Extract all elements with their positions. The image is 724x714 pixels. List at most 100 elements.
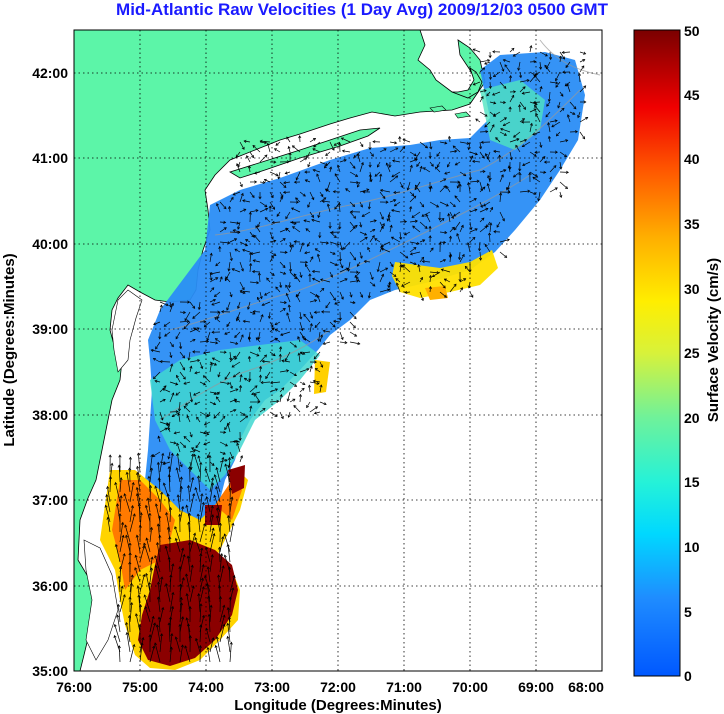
velocity-arrow-head — [189, 365, 193, 369]
velocity-arrow-head — [188, 541, 192, 545]
velocity-arrow-head — [243, 139, 247, 143]
velocity-arrow-head — [332, 324, 336, 328]
velocity-arrow — [219, 547, 221, 563]
velocity-arrow — [299, 191, 306, 197]
velocity-arrow-head — [417, 264, 421, 268]
velocity-arrow — [186, 593, 191, 613]
velocity-arrow — [312, 148, 321, 153]
velocity-arrow-head — [324, 188, 328, 192]
velocity-arrow-head — [463, 278, 467, 282]
velocity-arrow-head — [312, 148, 316, 152]
velocity-arrow — [136, 472, 141, 493]
velocity-arrow — [189, 461, 192, 470]
velocity-arrow-head — [399, 236, 403, 240]
velocity-arrow-head — [125, 621, 129, 626]
velocity-arrow — [129, 482, 134, 503]
velocity-arrow-head — [386, 218, 390, 222]
velocity-arrow-head — [554, 119, 558, 123]
velocity-arrow-head — [522, 163, 526, 166]
velocity-arrow-head — [333, 235, 337, 239]
velocity-arrow — [469, 151, 478, 155]
velocity-arrow-head — [288, 269, 293, 273]
velocity-arrow-head — [307, 384, 312, 388]
velocity-arrow — [269, 400, 279, 403]
velocity-arrow-head — [226, 307, 230, 311]
velocity-arrow — [224, 554, 231, 573]
velocity-arrow — [249, 231, 254, 238]
velocity-arrow-head — [106, 516, 110, 520]
velocity-arrow-head — [274, 328, 278, 332]
velocity-arrow-head — [274, 322, 278, 326]
velocity-arrow-head — [332, 190, 336, 194]
velocity-arrow — [484, 121, 491, 128]
velocity-arrow-head — [177, 408, 182, 412]
velocity-arrow — [199, 553, 202, 573]
velocity-arrow-head — [562, 56, 565, 60]
velocity-arrow-head — [252, 310, 256, 314]
velocity-arrow — [205, 628, 211, 643]
velocity-arrow-head — [502, 58, 506, 62]
velocity-arrow — [215, 338, 221, 343]
velocity-arrow — [306, 401, 311, 408]
velocity-arrow-head — [242, 319, 246, 323]
velocity-arrow-head — [548, 57, 553, 61]
velocity-arrow-head — [248, 211, 252, 215]
velocity-arrow-head — [521, 120, 524, 124]
velocity-arrow-head — [467, 285, 471, 289]
velocity-arrow-head — [428, 274, 433, 278]
velocity-arrow — [264, 179, 271, 183]
velocity-arrow — [319, 161, 328, 166]
velocity-arrow-head — [202, 523, 206, 527]
velocity-arrow-head — [526, 78, 530, 83]
velocity-arrow — [269, 240, 276, 243]
velocity-arrow-head — [286, 312, 290, 316]
velocity-arrow-head — [424, 145, 429, 149]
velocity-arrow-head — [194, 402, 198, 406]
velocity-arrow — [529, 191, 537, 195]
velocity-arrow — [299, 394, 301, 403]
velocity-arrow — [316, 173, 321, 183]
velocity-arrow-head — [472, 236, 476, 240]
velocity-arrow — [499, 101, 506, 104]
velocity-arrow-head — [190, 564, 194, 568]
velocity-arrow — [281, 360, 291, 363]
velocity-arrow-head — [503, 117, 507, 121]
velocity-arrow-head — [119, 495, 123, 499]
velocity-arrow-head — [314, 299, 318, 303]
velocity-arrow — [325, 151, 331, 156]
velocity-arrow — [293, 273, 301, 283]
velocity-arrow — [209, 554, 213, 573]
velocity-arrow — [459, 251, 461, 260]
velocity-arrow-head — [154, 485, 158, 489]
colorbar-tick: 5 — [684, 604, 692, 620]
velocity-arrow-head — [242, 248, 246, 252]
velocity-arrow-head — [257, 346, 262, 350]
velocity-arrow — [305, 179, 311, 183]
velocity-arrow — [258, 346, 261, 353]
velocity-arrow — [313, 351, 321, 360]
velocity-arrow-head — [118, 454, 122, 458]
velocity-arrow-head — [153, 376, 156, 380]
velocity-arrow-head — [413, 247, 417, 250]
x-tick-label: 72:00 — [320, 679, 356, 695]
velocity-arrow — [204, 421, 211, 426]
velocity-arrow-head — [185, 617, 189, 621]
velocity-arrow — [472, 48, 481, 53]
velocity-arrow-head — [249, 405, 253, 409]
velocity-arrow — [439, 259, 446, 263]
velocity-arrow — [402, 265, 411, 273]
velocity-arrow-head — [113, 623, 117, 627]
velocity-arrow — [255, 225, 261, 233]
velocity-arrow — [134, 567, 141, 583]
velocity-arrow-head — [210, 477, 215, 481]
velocity-arrow-head — [411, 215, 415, 218]
velocity-arrow-head — [264, 217, 268, 221]
velocity-arrow-head — [211, 514, 215, 518]
velocity-arrow-head — [505, 187, 509, 191]
velocity-arrow-head — [431, 274, 435, 278]
velocity-arrow — [309, 366, 313, 373]
velocity-arrow — [259, 208, 268, 213]
velocity-arrow — [199, 624, 202, 643]
velocity-arrow — [253, 311, 261, 313]
velocity-arrow-head — [415, 184, 418, 188]
